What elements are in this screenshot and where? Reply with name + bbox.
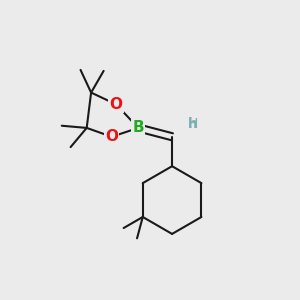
Text: h: h — [188, 117, 198, 131]
Text: B: B — [132, 120, 144, 135]
Text: O: O — [110, 97, 123, 112]
Text: H: H — [188, 117, 198, 131]
Text: h: h — [188, 117, 198, 131]
Text: O: O — [105, 129, 118, 144]
